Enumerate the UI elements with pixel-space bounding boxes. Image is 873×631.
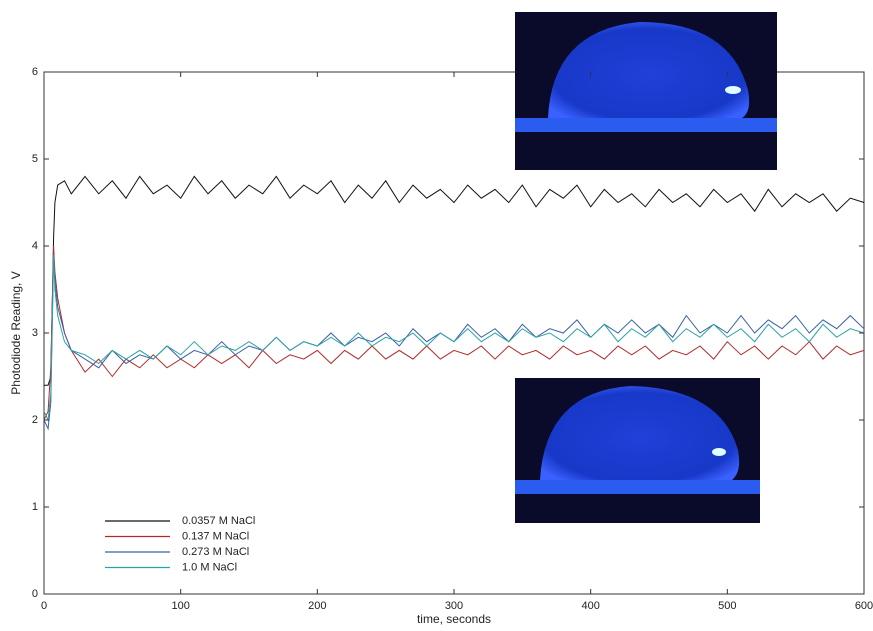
y-tick-label: 5 — [32, 153, 38, 165]
x-tick-label: 500 — [718, 600, 736, 612]
data-line — [43, 254, 865, 431]
y-tick-label: 2 — [32, 414, 38, 426]
data-line — [44, 175, 865, 386]
legend-label: 1.0 M NaCl — [182, 561, 237, 573]
x-tick-label: 300 — [445, 600, 463, 612]
y-tick-label: 1 — [32, 501, 38, 513]
legend-label: 0.137 M NaCl — [182, 530, 249, 542]
y-tick-label: 3 — [32, 327, 38, 339]
legend-label: 0.0357 M NaCl — [182, 515, 255, 527]
data-line — [43, 254, 865, 422]
y-axis-label: Photodiode Reading, V — [9, 271, 23, 394]
x-axis-label: time, seconds — [417, 612, 491, 626]
y-tick-label: 0 — [32, 588, 38, 600]
y-tick-label: 4 — [32, 240, 38, 252]
x-tick-label: 600 — [855, 600, 873, 612]
inset-photo-top — [515, 12, 777, 170]
x-tick-label: 200 — [308, 600, 326, 612]
x-tick-label: 100 — [171, 600, 189, 612]
inset-photo-bottom — [515, 378, 760, 523]
x-tick-label: 400 — [581, 600, 599, 612]
legend-label: 0.273 M NaCl — [182, 546, 249, 558]
x-tick-label: 0 — [41, 600, 47, 612]
y-tick-label: 6 — [32, 66, 38, 78]
